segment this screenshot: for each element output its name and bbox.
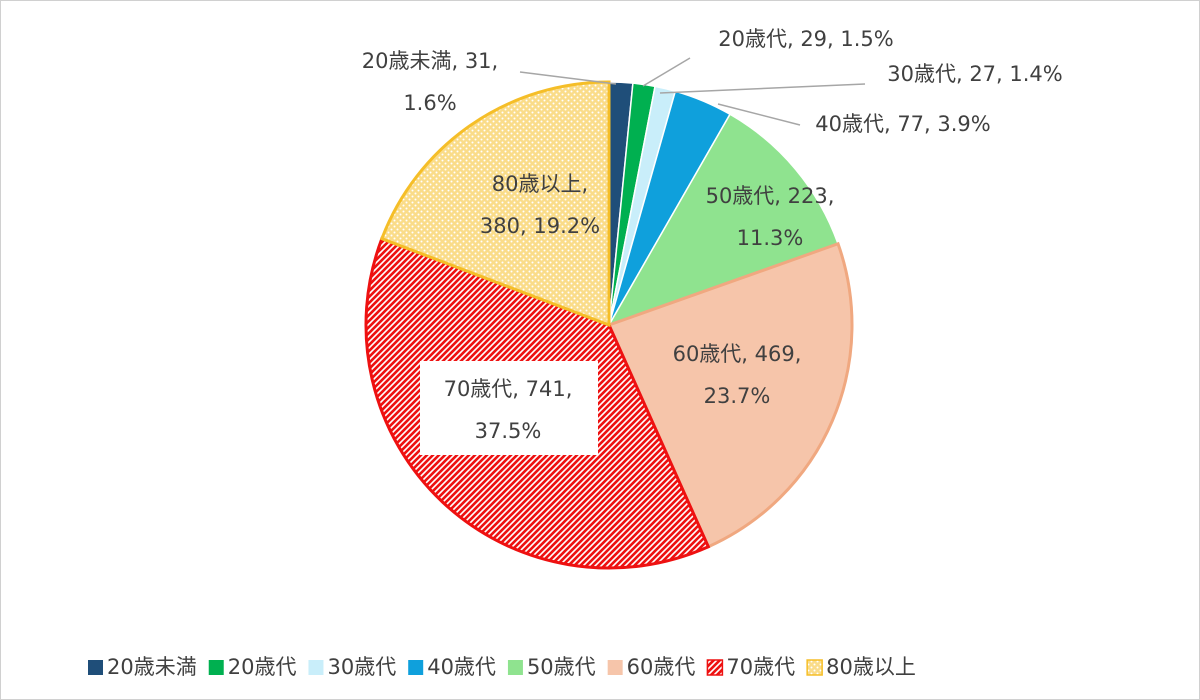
data-label: 70歳代, 741,	[444, 377, 573, 401]
legend-label: 20歳未満	[107, 655, 197, 679]
data-label: 20歳代, 29, 1.5%	[718, 27, 894, 51]
pie-slice	[606, 241, 854, 549]
legend-label: 70歳代	[726, 655, 795, 679]
leader-line	[519, 71, 617, 85]
legend-marker	[607, 660, 623, 675]
data-label: 80歳以上,	[492, 172, 588, 196]
legend-marker	[806, 659, 823, 676]
data-label: 380, 19.2%	[480, 214, 600, 238]
data-label: 60歳代, 469,	[673, 342, 802, 366]
legend-label: 50歳代	[527, 655, 596, 679]
legend-label: 60歳代	[627, 655, 696, 679]
pie-slice	[379, 80, 611, 328]
legend-label: 80歳以上	[826, 655, 916, 679]
leader-line	[717, 103, 801, 126]
legend-label: 30歳代	[327, 655, 396, 679]
leader-line	[642, 57, 691, 87]
data-label: 23.7%	[704, 384, 771, 408]
legend-label: 20歳代	[228, 655, 297, 679]
legend-label: 40歳代	[427, 655, 496, 679]
data-label: 50歳代, 223,	[706, 184, 835, 208]
pie-slice	[607, 113, 839, 327]
legend-marker	[507, 660, 523, 675]
legend-marker	[706, 659, 724, 676]
data-label: 20歳未満, 31,	[362, 49, 498, 73]
data-label: 11.3%	[737, 226, 804, 250]
data-label: 1.6%	[403, 91, 456, 115]
leader-line	[659, 83, 866, 94]
legend-marker	[208, 660, 224, 675]
legend-marker	[88, 660, 103, 675]
data-label: 37.5%	[475, 419, 542, 443]
data-label: 40歳代, 77, 3.9%	[815, 112, 991, 136]
label-box	[420, 361, 598, 455]
data-label: 30歳代, 27, 1.4%	[887, 62, 1063, 86]
legend-marker	[308, 660, 324, 675]
legend-marker	[408, 660, 424, 675]
